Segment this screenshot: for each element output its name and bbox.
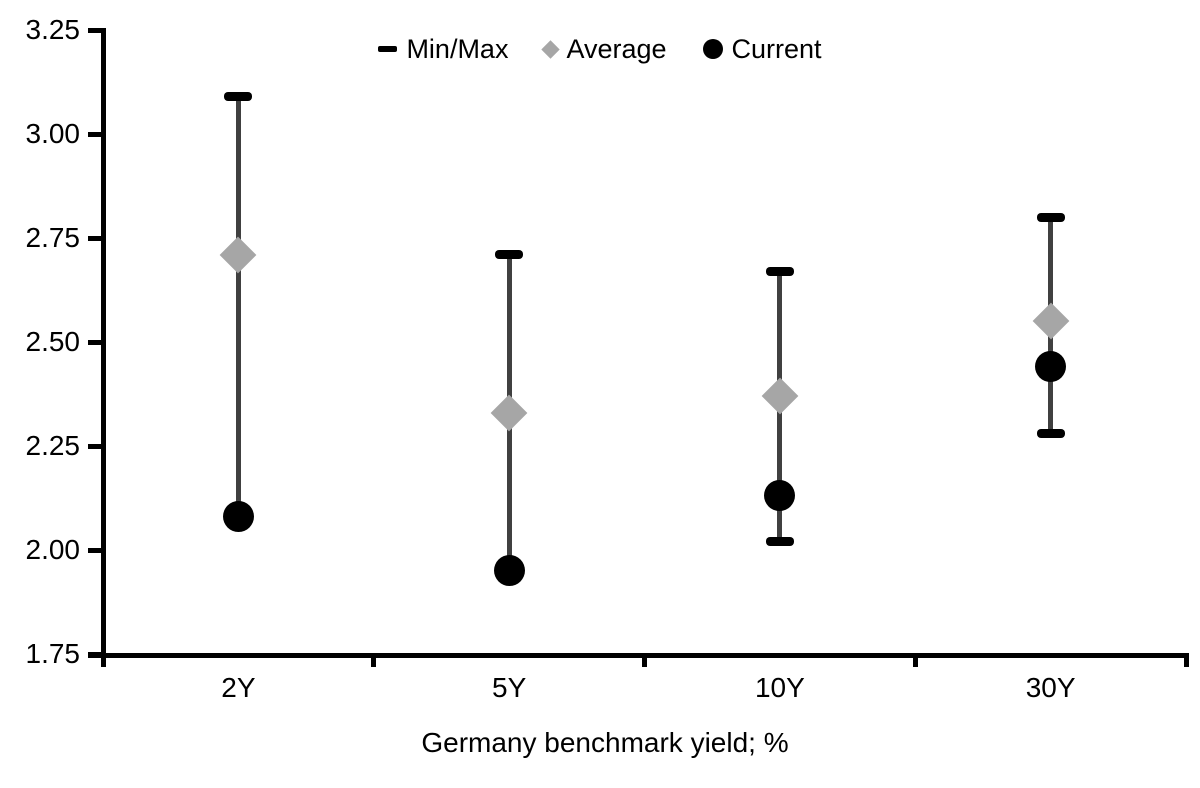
x-tick-label: 10Y	[754, 672, 805, 703]
max-cap-2Y	[224, 92, 253, 102]
legend: Min/Max Average Current	[0, 32, 1200, 66]
y-tick-label: 1.75	[25, 638, 81, 669]
current-marker-10Y	[764, 480, 796, 512]
max-cap-30Y	[1036, 212, 1065, 222]
current-marker-30Y	[1035, 351, 1067, 383]
average-marker-2Y	[219, 236, 257, 274]
y-axis-line	[100, 28, 106, 658]
average-marker-30Y	[1032, 302, 1070, 340]
current-marker-2Y	[222, 501, 254, 533]
average-marker-5Y	[490, 394, 528, 432]
y-tick	[88, 339, 103, 345]
current-marker-5Y	[493, 555, 525, 587]
legend-label-minmax: Min/Max	[406, 34, 509, 64]
x-axis-line	[88, 653, 1189, 658]
minmax-dash-icon	[378, 46, 398, 52]
legend-item-average: Average	[541, 32, 667, 66]
y-tick	[88, 443, 103, 449]
x-tick	[1183, 653, 1189, 667]
y-tick	[88, 131, 103, 137]
legend-item-current: Current	[702, 32, 822, 66]
range-line-2Y	[235, 96, 241, 517]
average-diamond-icon	[541, 39, 561, 59]
x-tick	[642, 653, 647, 667]
average-marker-10Y	[761, 377, 799, 415]
y-tick	[88, 235, 103, 241]
legend-item-minmax: Min/Max	[378, 32, 508, 66]
x-tick	[912, 653, 918, 667]
legend-label-current: Current	[731, 34, 822, 64]
min-cap-10Y	[765, 537, 794, 547]
x-tick	[371, 653, 377, 667]
y-tick-label: 2.25	[25, 430, 81, 461]
x-tick	[100, 653, 106, 667]
x-tick-label: 30Y	[1025, 672, 1076, 703]
x-axis-title: Germany benchmark yield; %	[421, 727, 789, 758]
x-tick-label: 5Y	[492, 672, 527, 703]
y-tick	[88, 547, 103, 553]
x-tick-label: 2Y	[221, 672, 256, 703]
current-circle-icon	[702, 39, 723, 59]
y-tick-label: 2.50	[25, 326, 81, 357]
y-tick-label: 2.75	[25, 222, 81, 253]
y-tick-label: 2.00	[25, 534, 81, 565]
y-tick-label: 3.25	[25, 14, 81, 45]
max-cap-5Y	[495, 250, 524, 260]
min-cap-30Y	[1036, 429, 1065, 439]
y-tick	[88, 651, 103, 657]
y-tick	[88, 27, 103, 33]
y-tick-label: 3.00	[25, 118, 81, 149]
max-cap-10Y	[765, 266, 794, 276]
legend-label-average: Average	[566, 34, 667, 64]
